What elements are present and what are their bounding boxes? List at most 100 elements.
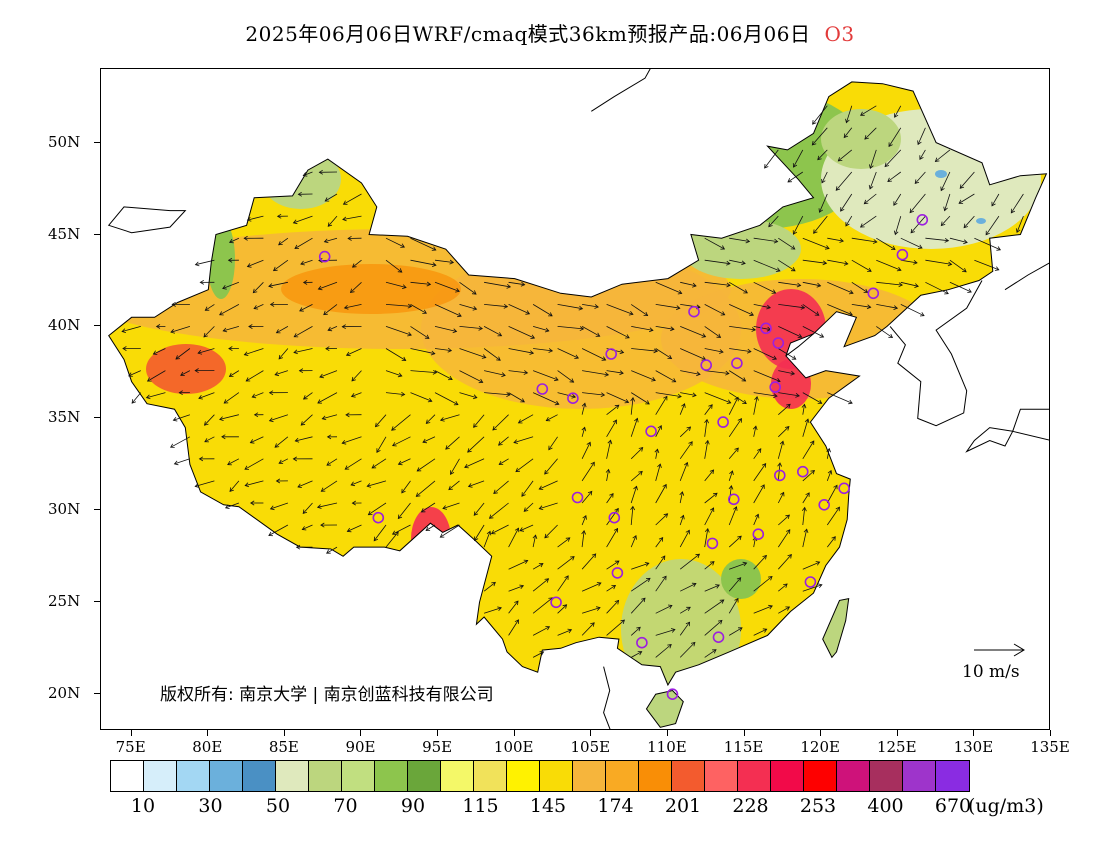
legend-swatch — [507, 761, 540, 791]
wind-arrow — [459, 325, 483, 331]
wind-arrow — [351, 500, 362, 506]
station-marker[interactable] — [727, 493, 740, 506]
wind-arrow — [914, 171, 926, 184]
wind-arrow — [606, 419, 617, 438]
wind-arrow — [876, 326, 894, 339]
wind-arrow — [278, 237, 289, 246]
wind-arrow — [425, 524, 436, 531]
station-marker[interactable] — [611, 567, 624, 579]
lat-label: 30N — [48, 500, 81, 519]
wind-arrow — [391, 436, 411, 447]
wind-arrow — [630, 392, 650, 405]
china-ozone-field — [108, 81, 1047, 685]
wind-arrow — [655, 555, 666, 570]
wind-arrow — [630, 485, 638, 504]
wind-arrow — [802, 583, 823, 592]
station-marker[interactable] — [571, 491, 584, 504]
station-marker[interactable] — [731, 357, 743, 370]
wind-arrow — [581, 426, 587, 437]
wind-arrow — [728, 396, 739, 415]
station-marker[interactable] — [804, 576, 817, 588]
wind-arrow — [728, 577, 742, 592]
station-marker[interactable] — [916, 214, 929, 226]
station-marker[interactable] — [536, 383, 549, 395]
station-marker[interactable] — [818, 498, 831, 511]
lat-label: 20N — [48, 684, 81, 703]
wind-arrow — [342, 193, 362, 205]
station-marker[interactable] — [567, 392, 579, 405]
wind-arrow — [630, 397, 636, 415]
wind-arrow — [679, 426, 692, 438]
wind-arrow — [434, 259, 455, 265]
wind-arrow — [180, 370, 191, 376]
wind-arrow — [434, 326, 458, 334]
station-marker[interactable] — [636, 636, 648, 649]
station-marker[interactable] — [752, 528, 765, 541]
wind-arrow — [300, 259, 313, 266]
station-marker[interactable] — [796, 465, 809, 478]
station-marker[interactable] — [896, 248, 909, 261]
station-marker[interactable] — [717, 416, 729, 428]
station-marker[interactable] — [550, 596, 562, 609]
wind-arrow — [655, 513, 669, 526]
wind-arrow — [581, 326, 601, 337]
station-marker[interactable] — [372, 511, 385, 524]
wind-arrow — [293, 326, 313, 338]
station-marker[interactable] — [608, 511, 621, 524]
station-marker[interactable] — [760, 322, 772, 335]
wind-arrow — [385, 303, 413, 309]
wind-arrow — [532, 370, 559, 382]
wind-arrow — [448, 480, 460, 491]
station-marker[interactable] — [772, 337, 785, 349]
legend-label: 201 — [664, 795, 702, 817]
legend-swatch — [111, 761, 144, 791]
wind-arrow — [802, 469, 815, 482]
wind-arrow — [366, 480, 387, 488]
station-marker[interactable] — [700, 359, 713, 371]
station-marker[interactable] — [666, 688, 679, 701]
wind-arrow — [728, 627, 743, 636]
station-marker[interactable] — [712, 631, 725, 644]
wind-arrow — [704, 469, 715, 482]
wind-arrow — [146, 370, 166, 382]
lon-label: 80E — [192, 738, 223, 756]
lon-tick — [590, 730, 592, 736]
wind-arrow — [222, 326, 240, 333]
wind-arrow — [728, 418, 742, 438]
wind-arrow — [204, 304, 215, 311]
wind-arrow — [253, 304, 264, 310]
wind-arrow — [199, 279, 215, 285]
wind-arrow — [316, 502, 338, 509]
wind-arrow — [818, 193, 828, 213]
wind-arrow — [474, 524, 485, 542]
lon-label: 130E — [953, 738, 994, 756]
wind-arrow — [704, 281, 731, 288]
station-marker[interactable] — [838, 482, 850, 495]
station-marker[interactable] — [769, 381, 782, 393]
station-marker[interactable] — [318, 250, 331, 263]
wind-arrow — [581, 606, 601, 614]
map-frame[interactable] — [100, 68, 1050, 730]
wind-arrow — [346, 524, 362, 533]
station-marker[interactable] — [706, 537, 719, 550]
wind-arrow — [630, 577, 651, 592]
wind-arrow — [557, 628, 573, 636]
wind-arrow — [523, 502, 534, 512]
wind-arrow — [827, 259, 849, 266]
wind-arrow — [175, 348, 191, 360]
legend-swatch — [210, 761, 243, 791]
wind-arrow — [459, 348, 487, 359]
station-marker[interactable] — [605, 348, 618, 360]
wind-arrow — [397, 502, 411, 520]
station-marker[interactable] — [688, 305, 700, 318]
wind-arrow — [974, 237, 1001, 251]
wind-arrow — [557, 326, 585, 332]
wind-arrow — [434, 304, 462, 318]
wind-arrow — [778, 392, 800, 398]
wind-arrow — [827, 304, 853, 316]
wind-arrow — [777, 462, 783, 481]
station-marker[interactable] — [773, 469, 786, 482]
station-marker[interactable] — [867, 287, 880, 300]
station-marker[interactable] — [645, 425, 657, 438]
wind-arrow — [459, 370, 484, 384]
